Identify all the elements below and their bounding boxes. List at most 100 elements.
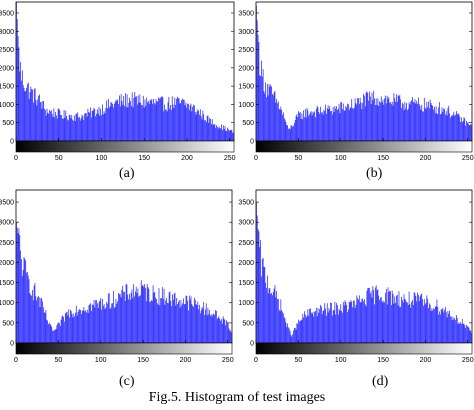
histogram-bar (328, 109, 330, 141)
y-tick-label: 1000 (238, 300, 254, 307)
histogram-bar (97, 113, 99, 141)
y-tick-label: 3500 (238, 200, 254, 207)
y-tick-label: 2000 (238, 260, 254, 267)
histogram-bar (272, 94, 273, 141)
histogram-bar (56, 115, 57, 141)
histogram-bar (411, 301, 413, 343)
intensity-gradient-bar (15, 140, 235, 153)
y-tick-label: 3000 (238, 220, 254, 227)
histogram-bar (205, 120, 206, 141)
histogram-bar (117, 301, 119, 343)
histogram-bar (266, 97, 267, 141)
histogram-bar (336, 106, 337, 141)
histogram-bar (437, 306, 439, 343)
histogram-bar (298, 111, 299, 141)
histogram-bar (114, 102, 116, 141)
panel-label-a: (a) (119, 166, 135, 181)
histogram-bar (310, 112, 311, 141)
histogram-bar (181, 305, 183, 343)
histogram-bar (113, 107, 114, 141)
intensity-gradient-bar (15, 342, 233, 355)
histogram-bar (132, 107, 134, 141)
histogram-bar (227, 322, 229, 343)
histogram-bar (105, 307, 107, 343)
histogram-bar (269, 287, 271, 343)
histogram-bar (269, 86, 271, 141)
histogram-bar (31, 295, 32, 343)
histogram-bar (210, 119, 211, 141)
histogram-bar (33, 102, 34, 141)
histogram-bar (380, 102, 381, 141)
histogram-bar (324, 111, 326, 141)
histogram-bar (428, 303, 430, 343)
histogram-bar (96, 109, 98, 141)
panel-label-b: (b) (366, 166, 383, 181)
histogram-bar (309, 309, 310, 343)
histogram-bar (373, 289, 375, 343)
histogram-bar (221, 323, 223, 343)
histogram-bar (80, 309, 81, 343)
histogram-bar (69, 317, 70, 343)
histogram-bar (368, 287, 369, 343)
histogram-bar (118, 103, 119, 141)
histogram-bar (392, 294, 394, 343)
histogram-bar (290, 125, 292, 141)
histogram-bar (400, 306, 402, 343)
histogram-bar (304, 311, 305, 343)
histogram-bar (466, 324, 467, 343)
histogram-bar (397, 305, 399, 343)
histogram-bar (327, 105, 329, 141)
histogram-bar (99, 115, 101, 141)
histogram-bar (465, 327, 467, 343)
x-tick-label: 200 (420, 357, 432, 364)
histogram-bar (436, 299, 438, 343)
histogram-bar (214, 124, 216, 141)
histogram-bar (82, 310, 84, 343)
histogram-bar (282, 114, 283, 141)
histogram-bar (306, 107, 308, 141)
histogram-bar (59, 110, 61, 141)
histogram-bar (399, 94, 401, 141)
histogram-bar (21, 70, 23, 141)
histogram-bar (211, 119, 213, 141)
histogram-bar (363, 301, 364, 343)
x-tick-label: 0 (254, 155, 258, 162)
y-tick-label: 3000 (0, 29, 14, 36)
histogram-bar (105, 108, 107, 141)
histogram-bar (307, 110, 309, 141)
histogram-bar (55, 328, 57, 343)
histogram-bar (303, 110, 305, 141)
histogram-bar (61, 316, 63, 343)
histogram-bar (416, 100, 418, 141)
histogram-bar (92, 304, 94, 343)
histogram-bar (41, 108, 43, 141)
histogram-bar (354, 308, 356, 343)
histogram-bar (74, 316, 75, 343)
histogram-bar (281, 310, 283, 343)
histogram-bar (96, 113, 97, 141)
histogram-bar (295, 116, 297, 141)
histogram-bar (212, 125, 214, 141)
histogram-bar (290, 335, 292, 343)
histogram-bar (345, 301, 347, 343)
histogram-bar (277, 103, 278, 141)
histogram-bar (391, 305, 392, 343)
histogram-bar (178, 98, 180, 141)
histogram-bar (383, 300, 385, 343)
histogram-bar (146, 97, 148, 141)
histogram-bar (374, 98, 375, 141)
histogram-bar (330, 302, 332, 343)
histogram-bar (226, 321, 228, 343)
histogram-bar (334, 106, 336, 141)
histogram-bar (30, 86, 32, 141)
histogram-bar (59, 326, 61, 343)
histogram-bar (365, 306, 367, 343)
histogram-bar (444, 309, 445, 343)
histogram-bar (265, 282, 267, 343)
histogram-bar (202, 110, 204, 141)
histogram-bar (456, 317, 458, 343)
histogram-bar (383, 104, 385, 141)
histogram-bar (184, 304, 186, 343)
histogram-bar (31, 89, 33, 141)
histogram-bar (19, 71, 21, 141)
